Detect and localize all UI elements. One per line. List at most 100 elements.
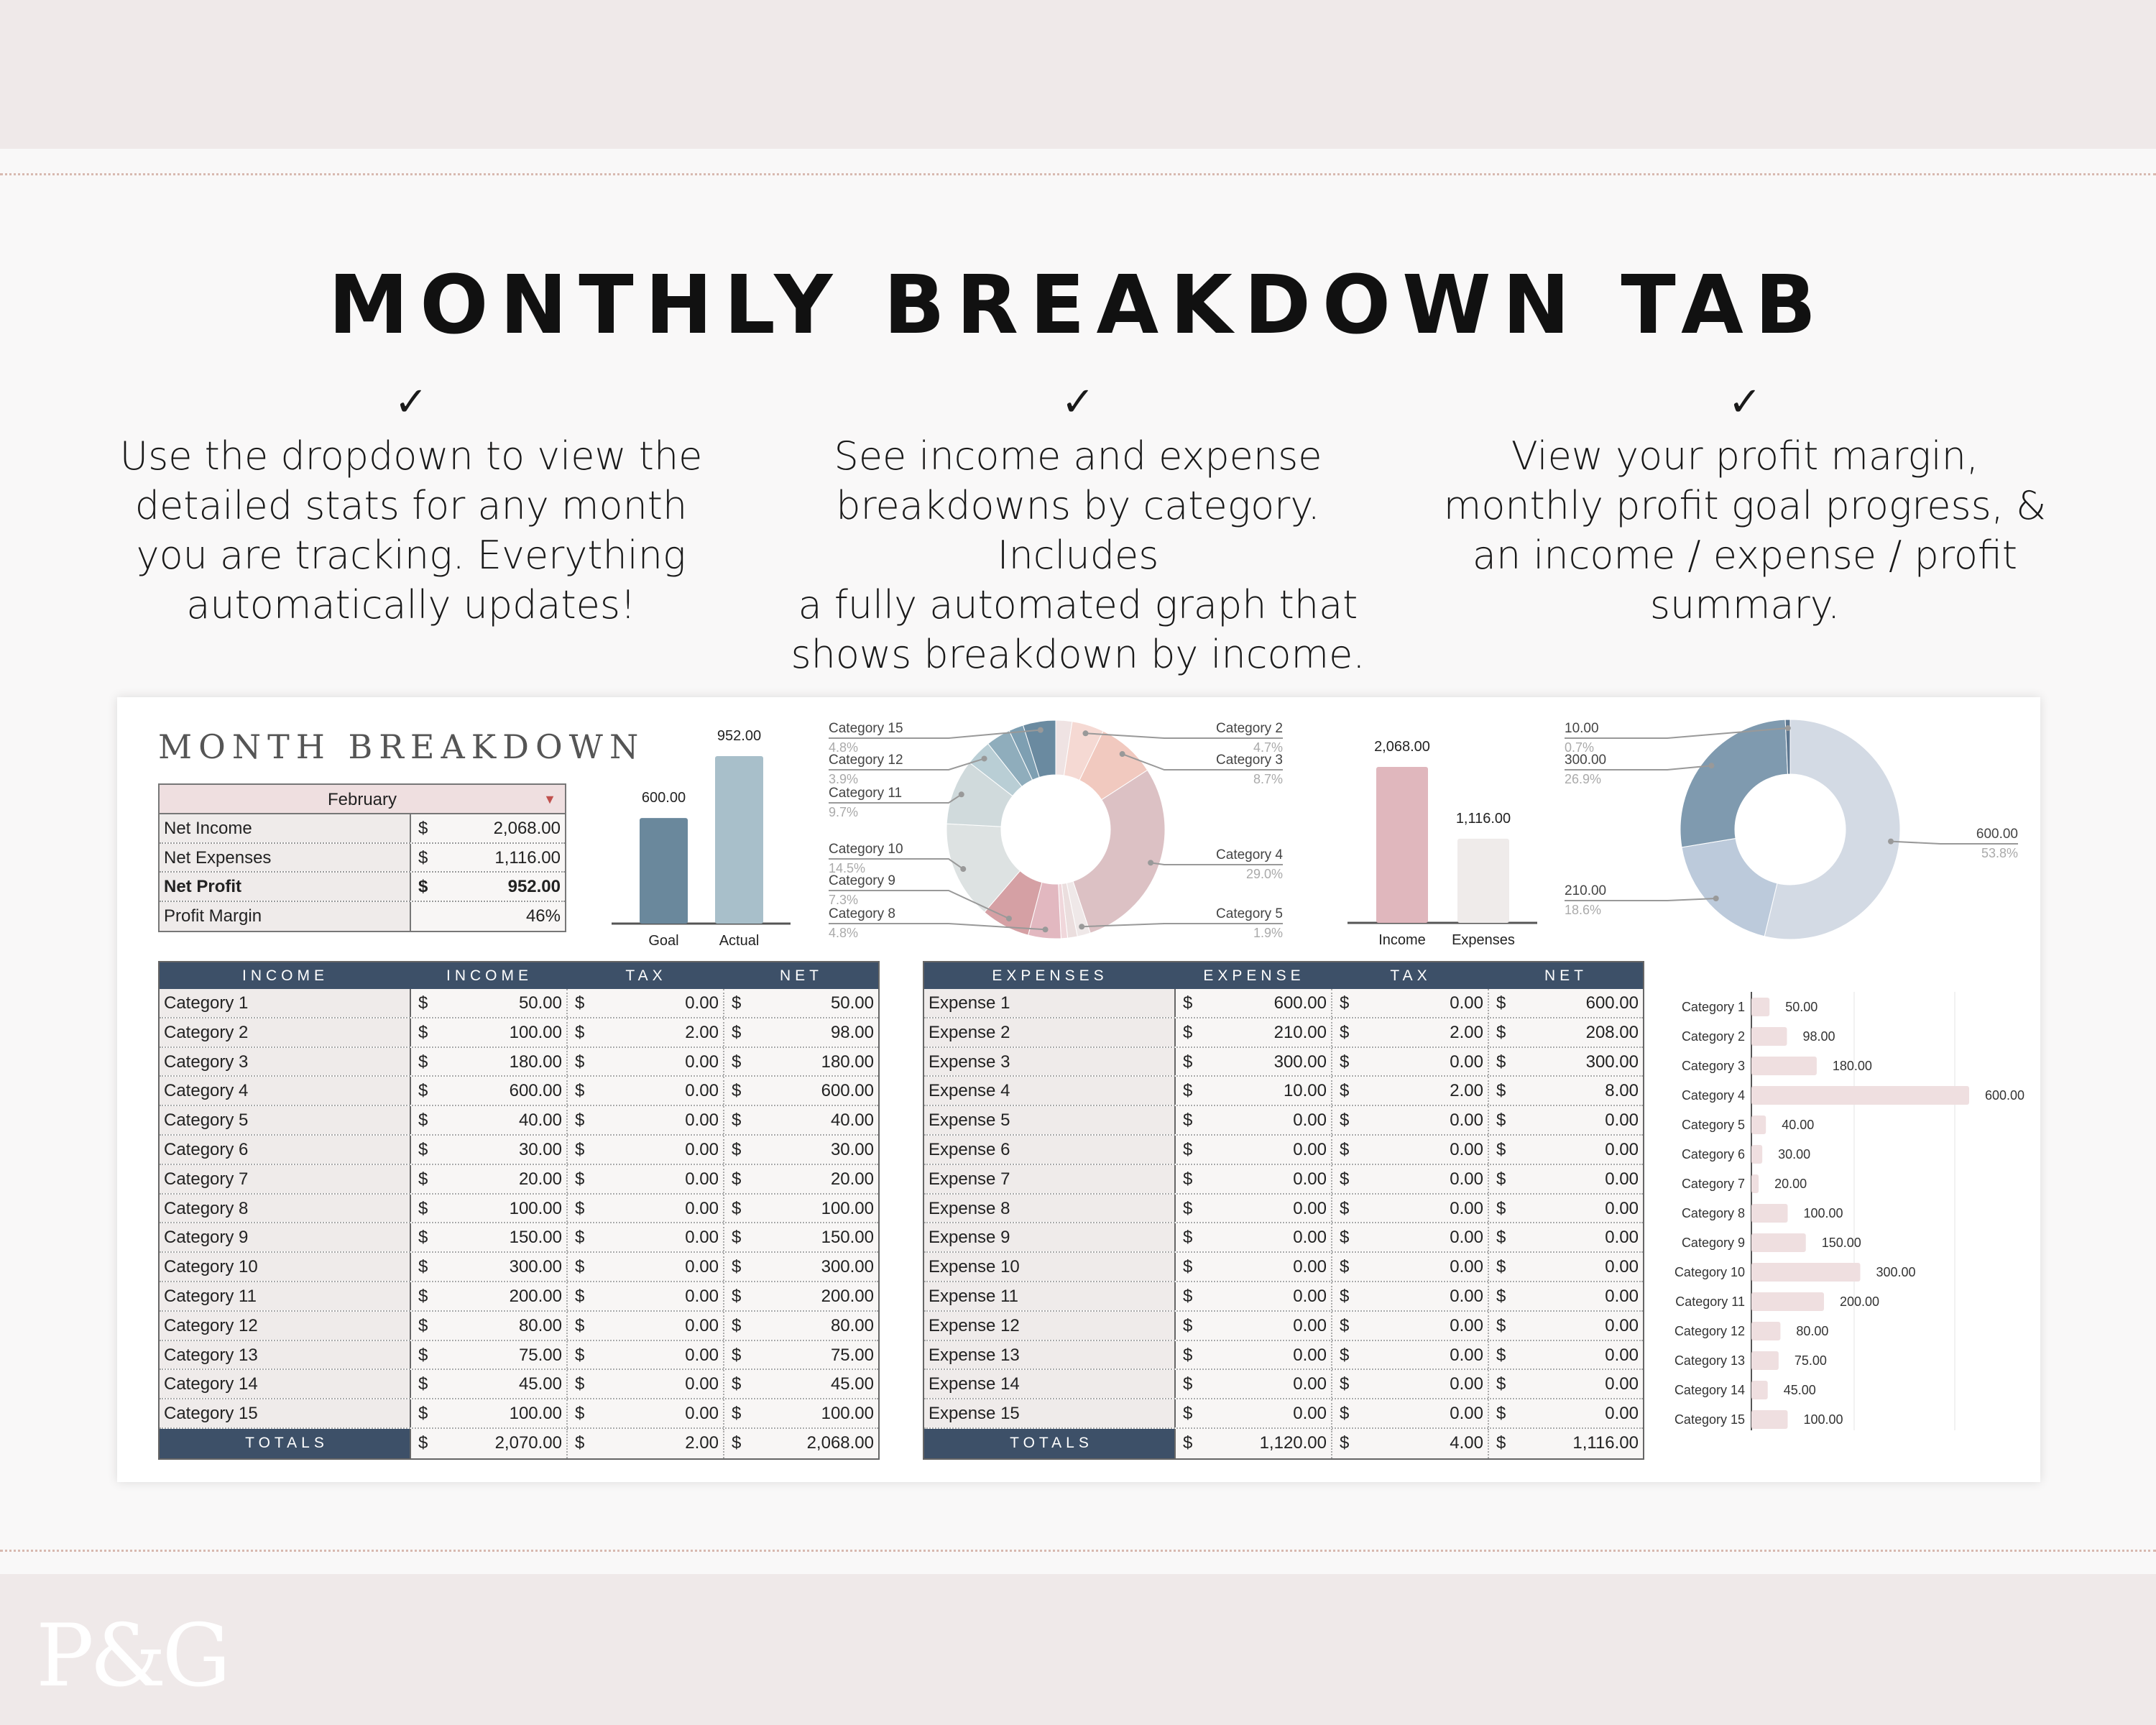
amount-cell[interactable]: $0.00 — [568, 1340, 724, 1369]
amount-cell[interactable]: $50.00 — [411, 989, 568, 1017]
amount-cell[interactable]: $0.00 — [568, 989, 724, 1017]
amount-cell[interactable]: $0.00 — [1332, 1253, 1489, 1281]
amount-cell[interactable]: $600.00 — [1176, 989, 1332, 1017]
amount-cell[interactable]: $0.00 — [1489, 1194, 1643, 1223]
amount-cell[interactable]: $45.00 — [411, 1370, 568, 1399]
amount-cell[interactable]: $0.00 — [1176, 1135, 1332, 1164]
amount-cell[interactable]: $0.00 — [1176, 1370, 1332, 1399]
summary-value-cell[interactable]: $2,068.00 — [411, 814, 565, 842]
amount-cell[interactable]: $0.00 — [1332, 1047, 1489, 1076]
amount-cell[interactable]: $0.00 — [1176, 1282, 1332, 1310]
summary-value-cell[interactable]: 46% — [411, 901, 565, 931]
amount-cell[interactable]: $0.00 — [568, 1164, 724, 1193]
amount-cell[interactable]: $0.00 — [1332, 1311, 1489, 1340]
amount-cell[interactable]: $0.00 — [1489, 1253, 1643, 1281]
amount-cell[interactable]: $0.00 — [1176, 1340, 1332, 1369]
amount-cell[interactable]: $0.00 — [1176, 1399, 1332, 1427]
amount-cell[interactable]: $180.00 — [411, 1047, 568, 1076]
amount-cell[interactable]: $208.00 — [1489, 1018, 1643, 1046]
amount-cell[interactable]: $0.00 — [1332, 1106, 1489, 1134]
amount-cell[interactable]: $0.00 — [1332, 1194, 1489, 1223]
amount-cell[interactable]: $2.00 — [568, 1428, 724, 1458]
amount-cell[interactable]: $40.00 — [724, 1106, 878, 1134]
amount-cell[interactable]: $0.00 — [1176, 1311, 1332, 1340]
amount-cell[interactable]: $2,070.00 — [411, 1428, 568, 1458]
amount-cell[interactable]: $1,120.00 — [1176, 1428, 1332, 1458]
amount-cell[interactable]: $180.00 — [724, 1047, 878, 1076]
dropdown-arrow-icon[interactable]: ▼ — [543, 792, 556, 806]
amount-cell[interactable]: $0.00 — [1332, 1223, 1489, 1252]
amount-cell[interactable]: $0.00 — [568, 1077, 724, 1105]
amount-cell[interactable]: $200.00 — [411, 1282, 568, 1310]
amount-cell[interactable]: $30.00 — [411, 1135, 568, 1164]
amount-cell[interactable]: $98.00 — [724, 1018, 878, 1046]
amount-cell[interactable]: $45.00 — [724, 1370, 878, 1399]
amount-cell[interactable]: $0.00 — [1332, 1340, 1489, 1369]
amount-cell[interactable]: $0.00 — [1489, 1399, 1643, 1427]
amount-cell[interactable]: $0.00 — [1176, 1253, 1332, 1281]
amount-cell[interactable]: $2.00 — [1332, 1077, 1489, 1105]
summary-value-cell[interactable]: $1,116.00 — [411, 843, 565, 871]
amount-cell[interactable]: $4.00 — [1332, 1428, 1489, 1458]
amount-cell[interactable]: $80.00 — [411, 1311, 568, 1340]
amount-cell[interactable]: $50.00 — [724, 989, 878, 1017]
amount-cell[interactable]: $2,068.00 — [724, 1428, 878, 1458]
amount-cell[interactable]: $1,116.00 — [1489, 1428, 1643, 1458]
amount-cell[interactable]: $600.00 — [724, 1077, 878, 1105]
amount-cell[interactable]: $0.00 — [1489, 1106, 1643, 1134]
amount-cell[interactable]: $0.00 — [1489, 1311, 1643, 1340]
amount-cell[interactable]: $0.00 — [568, 1135, 724, 1164]
amount-cell[interactable]: $0.00 — [1176, 1223, 1332, 1252]
summary-value-cell[interactable]: $952.00 — [411, 873, 565, 901]
amount-cell[interactable]: $2.00 — [1332, 1018, 1489, 1046]
amount-cell[interactable]: $0.00 — [1489, 1282, 1643, 1310]
amount-cell[interactable]: $0.00 — [1489, 1340, 1643, 1369]
amount-cell[interactable]: $0.00 — [568, 1106, 724, 1134]
amount-cell[interactable]: $300.00 — [1176, 1047, 1332, 1076]
amount-cell[interactable]: $0.00 — [1176, 1164, 1332, 1193]
amount-cell[interactable]: $0.00 — [568, 1253, 724, 1281]
amount-cell[interactable]: $0.00 — [568, 1311, 724, 1340]
amount-cell[interactable]: $0.00 — [1332, 1164, 1489, 1193]
amount-cell[interactable]: $0.00 — [568, 1399, 724, 1427]
amount-cell[interactable]: $100.00 — [724, 1194, 878, 1223]
amount-cell[interactable]: $600.00 — [1489, 989, 1643, 1017]
amount-cell[interactable]: $0.00 — [1332, 1282, 1489, 1310]
amount-cell[interactable]: $100.00 — [411, 1194, 568, 1223]
amount-cell[interactable]: $80.00 — [724, 1311, 878, 1340]
amount-cell[interactable]: $100.00 — [724, 1399, 878, 1427]
amount-cell[interactable]: $150.00 — [724, 1223, 878, 1252]
amount-cell[interactable]: $40.00 — [411, 1106, 568, 1134]
amount-cell[interactable]: $2.00 — [568, 1018, 724, 1046]
amount-cell[interactable]: $75.00 — [411, 1340, 568, 1369]
amount-cell[interactable]: $0.00 — [1332, 1135, 1489, 1164]
amount-cell[interactable]: $0.00 — [568, 1370, 724, 1399]
amount-cell[interactable]: $0.00 — [1176, 1194, 1332, 1223]
amount-cell[interactable]: $0.00 — [1489, 1164, 1643, 1193]
amount-cell[interactable]: $0.00 — [1489, 1135, 1643, 1164]
amount-cell[interactable]: $0.00 — [1332, 989, 1489, 1017]
amount-cell[interactable]: $10.00 — [1176, 1077, 1332, 1105]
amount-cell[interactable]: $300.00 — [411, 1253, 568, 1281]
amount-cell[interactable]: $0.00 — [568, 1223, 724, 1252]
amount-cell[interactable]: $600.00 — [411, 1077, 568, 1105]
amount-cell[interactable]: $100.00 — [411, 1018, 568, 1046]
amount-cell[interactable]: $20.00 — [724, 1164, 878, 1193]
amount-cell[interactable]: $20.00 — [411, 1164, 568, 1193]
amount-cell[interactable]: $30.00 — [724, 1135, 878, 1164]
amount-cell[interactable]: $0.00 — [1489, 1370, 1643, 1399]
amount-cell[interactable]: $0.00 — [1176, 1106, 1332, 1134]
amount-cell[interactable]: $300.00 — [1489, 1047, 1643, 1076]
month-dropdown[interactable]: February ▼ — [160, 785, 565, 814]
amount-cell[interactable]: $75.00 — [724, 1340, 878, 1369]
amount-cell[interactable]: $210.00 — [1176, 1018, 1332, 1046]
amount-cell[interactable]: $0.00 — [1332, 1399, 1489, 1427]
amount-cell[interactable]: $200.00 — [724, 1282, 878, 1310]
amount-cell[interactable]: $300.00 — [724, 1253, 878, 1281]
amount-cell[interactable]: $0.00 — [568, 1194, 724, 1223]
amount-cell[interactable]: $0.00 — [568, 1282, 724, 1310]
amount-cell[interactable]: $0.00 — [1489, 1223, 1643, 1252]
amount-cell[interactable]: $0.00 — [1332, 1370, 1489, 1399]
amount-cell[interactable]: $0.00 — [568, 1047, 724, 1076]
amount-cell[interactable]: $150.00 — [411, 1223, 568, 1252]
